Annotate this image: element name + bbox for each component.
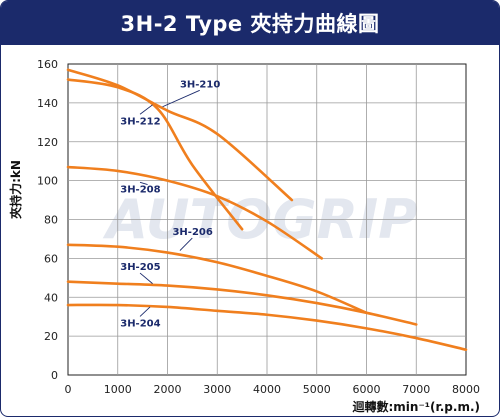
series-line-3h-204 [66,303,468,352]
x-axis-label: 迴轉數:min⁻¹(r.p.m.) [352,399,481,414]
x-tick-label: 7000 [402,383,430,396]
x-tick-label: 0 [65,383,72,396]
x-tick-label: 6000 [353,383,381,396]
y-tick-label: 100 [37,175,58,188]
leader-line-3h-210 [162,89,200,108]
leader-line-3h-206 [179,237,193,251]
y-tick-label: 40 [44,291,58,304]
series-line-3h-206 [66,243,368,315]
y-tick-label: 20 [44,330,58,343]
leader-line-3h-204 [139,306,151,317]
x-tick-label: 8000 [452,383,480,396]
leader-line-3h-205 [139,272,153,284]
leader-line-3h-212 [139,104,153,115]
x-tick-label: 3000 [203,383,231,396]
series-label-3h-204: 3H-204 [120,318,160,329]
x-tick-label: 4000 [253,383,281,396]
series-line-3h-205 [66,280,418,326]
y-tick-label: 140 [37,97,58,110]
series-label-3h-205: 3H-205 [120,262,160,273]
series-line-3h-208 [66,165,324,260]
x-tick-label: 5000 [303,383,331,396]
series-label-3h-210: 3H-210 [180,79,220,90]
y-tick-label: 80 [44,214,58,227]
y-tick-label: 160 [37,58,58,71]
series-label-3h-208: 3H-208 [120,184,160,195]
series-label-3h-212: 3H-212 [120,116,160,127]
y-axis-label: 夾持力:kN [8,160,23,219]
series-line-3h-210 [66,68,294,202]
series-label-3h-206: 3H-206 [172,227,212,238]
y-tick-label: 0 [51,369,58,382]
series-line-3h-212 [66,78,244,231]
chart-title: 3H-2 Type 夾持力曲線圖 [1,1,499,45]
leader-line-3h-208 [139,181,148,185]
y-tick-label: 60 [44,252,58,265]
x-tick-label: 1000 [104,383,132,396]
x-tick-label: 2000 [154,383,182,396]
y-tick-label: 120 [37,136,58,149]
